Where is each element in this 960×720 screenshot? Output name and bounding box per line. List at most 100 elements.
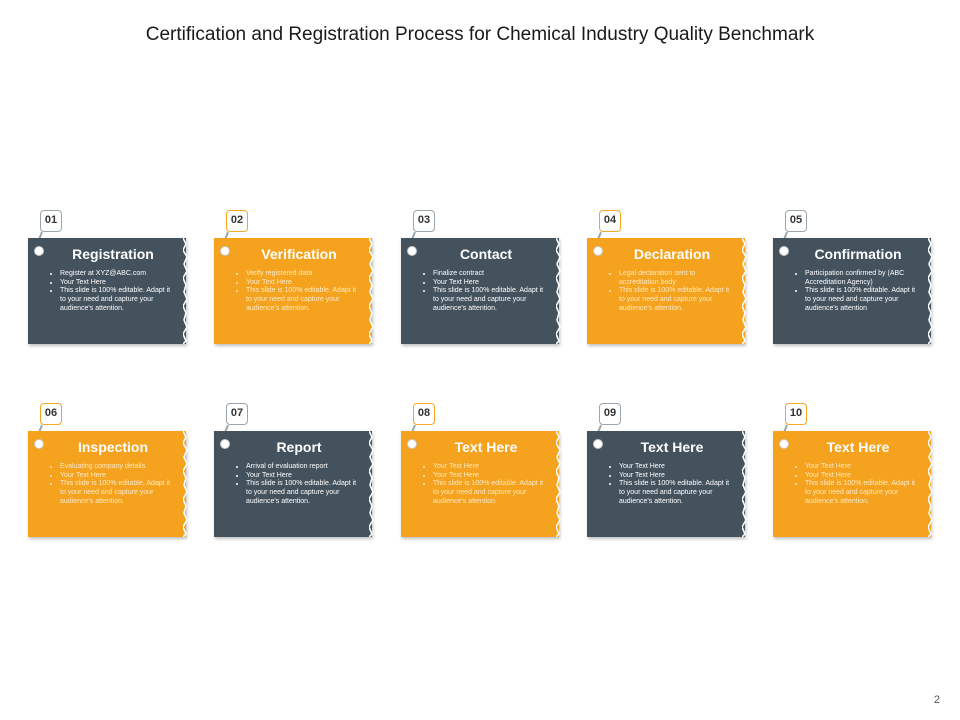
step-number-tag: 05: [785, 210, 807, 232]
step-bullet: This slide is 100% editable. Adapt it to…: [619, 287, 733, 313]
step-bullet: This slide is 100% editable. Adapt it to…: [805, 480, 919, 506]
step-card-body: Verification Verify registered dataYour T…: [214, 238, 374, 344]
step-bullet: Your Text Here: [433, 463, 547, 472]
step-bullet: Your Text Here: [246, 279, 360, 288]
step-bullet: This slide is 100% editable. Adapt it to…: [246, 480, 360, 506]
step-bullets: Finalize contractYour Text HereThis slid…: [415, 270, 547, 314]
torn-edge: [369, 238, 374, 344]
step-bullets: Register at XYZ@ABC.comYour Text HereThi…: [42, 270, 174, 314]
step-number-tag: 06: [40, 403, 62, 425]
step-bullet: Your Text Here: [619, 463, 733, 472]
pin-icon: [593, 439, 603, 449]
step-bullets: Participation confirmed by (ABC Accredit…: [787, 270, 919, 314]
step-number-tag: 04: [599, 210, 621, 232]
step-bullet: Evaluating company details: [60, 463, 174, 472]
step-bullet: Finalize contract: [433, 270, 547, 279]
step-card-body: Confirmation Participation confirmed by (…: [773, 238, 933, 344]
step-bullets: Verify registered dataYour Text HereThis…: [228, 270, 360, 314]
step-card-body: Text HereYour Text HereYour Text HereThi…: [773, 431, 933, 537]
step-card: 03 Contact Finalize contractYour Text Here…: [401, 210, 561, 344]
step-bullet: Your Text Here: [805, 472, 919, 481]
pin-icon: [34, 439, 44, 449]
step-bullet: Your Text Here: [433, 472, 547, 481]
step-card-body: Text HereYour Text HereYour Text HereThi…: [401, 431, 561, 537]
step-bullet: Verify registered data: [246, 270, 360, 279]
step-bullet: This slide is 100% editable. Adapt it to…: [60, 480, 174, 506]
step-bullet: Your Text Here: [60, 472, 174, 481]
step-title: Registration: [72, 246, 154, 262]
step-bullet: This slide is 100% editable. Adapt it to…: [433, 480, 547, 506]
step-card-body: Contact Finalize contractYour Text HereTh…: [401, 238, 561, 344]
step-title: Text Here: [826, 439, 890, 455]
step-bullets: Your Text HereYour Text HereThis slide i…: [601, 463, 733, 507]
step-title: Text Here: [640, 439, 704, 455]
step-bullet: Register at XYZ@ABC.com: [60, 270, 174, 279]
torn-edge: [742, 238, 747, 344]
pin-icon: [220, 246, 230, 256]
slide-title: Certification and Registration Process f…: [145, 24, 815, 45]
torn-edge: [556, 431, 561, 537]
step-title: Text Here: [454, 439, 518, 455]
torn-edge: [369, 431, 374, 537]
step-title: Confirmation: [814, 246, 902, 262]
step-bullet: This slide is 100% editable. Adapt it to…: [619, 480, 733, 506]
torn-edge: [556, 238, 561, 344]
step-number-tag: 09: [599, 403, 621, 425]
step-bullet: This slide is 100% editable. Adapt it to…: [433, 287, 547, 313]
step-card-body: Text HereYour Text HereYour Text HereThi…: [587, 431, 747, 537]
pin-icon: [779, 439, 789, 449]
torn-edge: [928, 238, 933, 344]
step-card: 01 Registration Register at XYZ@ABC.comYou…: [28, 210, 188, 344]
step-card-body: Inspection Evaluating company detailsYour…: [28, 431, 188, 537]
torn-edge: [742, 431, 747, 537]
step-bullet: Your Text Here: [60, 279, 174, 288]
step-bullets: Arrival of evaluation reportYour Text He…: [228, 463, 360, 507]
torn-edge: [183, 431, 188, 537]
step-bullet: Your Text Here: [805, 463, 919, 472]
step-card: 04 Declaration Legal declaration sent to a…: [587, 210, 747, 344]
step-bullet: This slide is 100% editable. Adapt it to…: [60, 287, 174, 313]
pin-icon: [779, 246, 789, 256]
step-title: Verification: [261, 246, 337, 262]
step-bullet: Your Text Here: [246, 472, 360, 481]
step-bullet: Your Text Here: [433, 279, 547, 288]
step-bullets: Legal declaration sent to accreditation …: [601, 270, 733, 314]
step-card: 07 Report Arrival of evaluation reportYour…: [214, 403, 374, 537]
step-bullet: Your Text Here: [619, 472, 733, 481]
page-number: 2: [933, 694, 940, 706]
step-number-tag: 03: [413, 210, 435, 232]
pin-icon: [220, 439, 230, 449]
step-bullet: Participation confirmed by (ABC Accredit…: [805, 270, 919, 287]
pin-icon: [593, 246, 603, 256]
torn-edge: [183, 238, 188, 344]
step-number-tag: 10: [785, 403, 807, 425]
step-number-tag: 02: [226, 210, 248, 232]
step-card-body: Registration Register at XYZ@ABC.comYour …: [28, 238, 188, 344]
step-title: Inspection: [77, 439, 148, 455]
step-title: Contact: [459, 246, 513, 262]
pin-icon: [407, 439, 417, 449]
step-card: 06 Inspection Evaluating company detailsYo…: [28, 403, 188, 537]
torn-edge: [928, 431, 933, 537]
step-number-tag: 08: [413, 403, 435, 425]
step-card-body: Declaration Legal declaration sent to acc…: [587, 238, 747, 344]
step-title: Declaration: [633, 246, 711, 262]
step-bullet: Legal declaration sent to accreditation …: [619, 270, 733, 287]
step-title: Report: [276, 439, 322, 455]
step-number-tag: 01: [40, 210, 62, 232]
pin-icon: [34, 246, 44, 256]
step-bullet: Arrival of evaluation report: [246, 463, 360, 472]
step-card: 05 Confirmation Participation confirmed by…: [773, 210, 933, 344]
step-bullets: Your Text HereYour Text HereThis slide i…: [787, 463, 919, 507]
step-number-tag: 07: [226, 403, 248, 425]
step-card-body: Report Arrival of evaluation reportYour T…: [214, 431, 374, 537]
step-bullets: Evaluating company detailsYour Text Here…: [42, 463, 174, 507]
pin-icon: [407, 246, 417, 256]
step-bullets: Your Text HereYour Text HereThis slide i…: [415, 463, 547, 507]
step-bullet: This slide is 100% editable. Adapt it to…: [805, 287, 919, 313]
step-card: 02 Verification Verify registered dataYour…: [214, 210, 374, 344]
step-bullet: This slide is 100% editable. Adapt it to…: [246, 287, 360, 313]
